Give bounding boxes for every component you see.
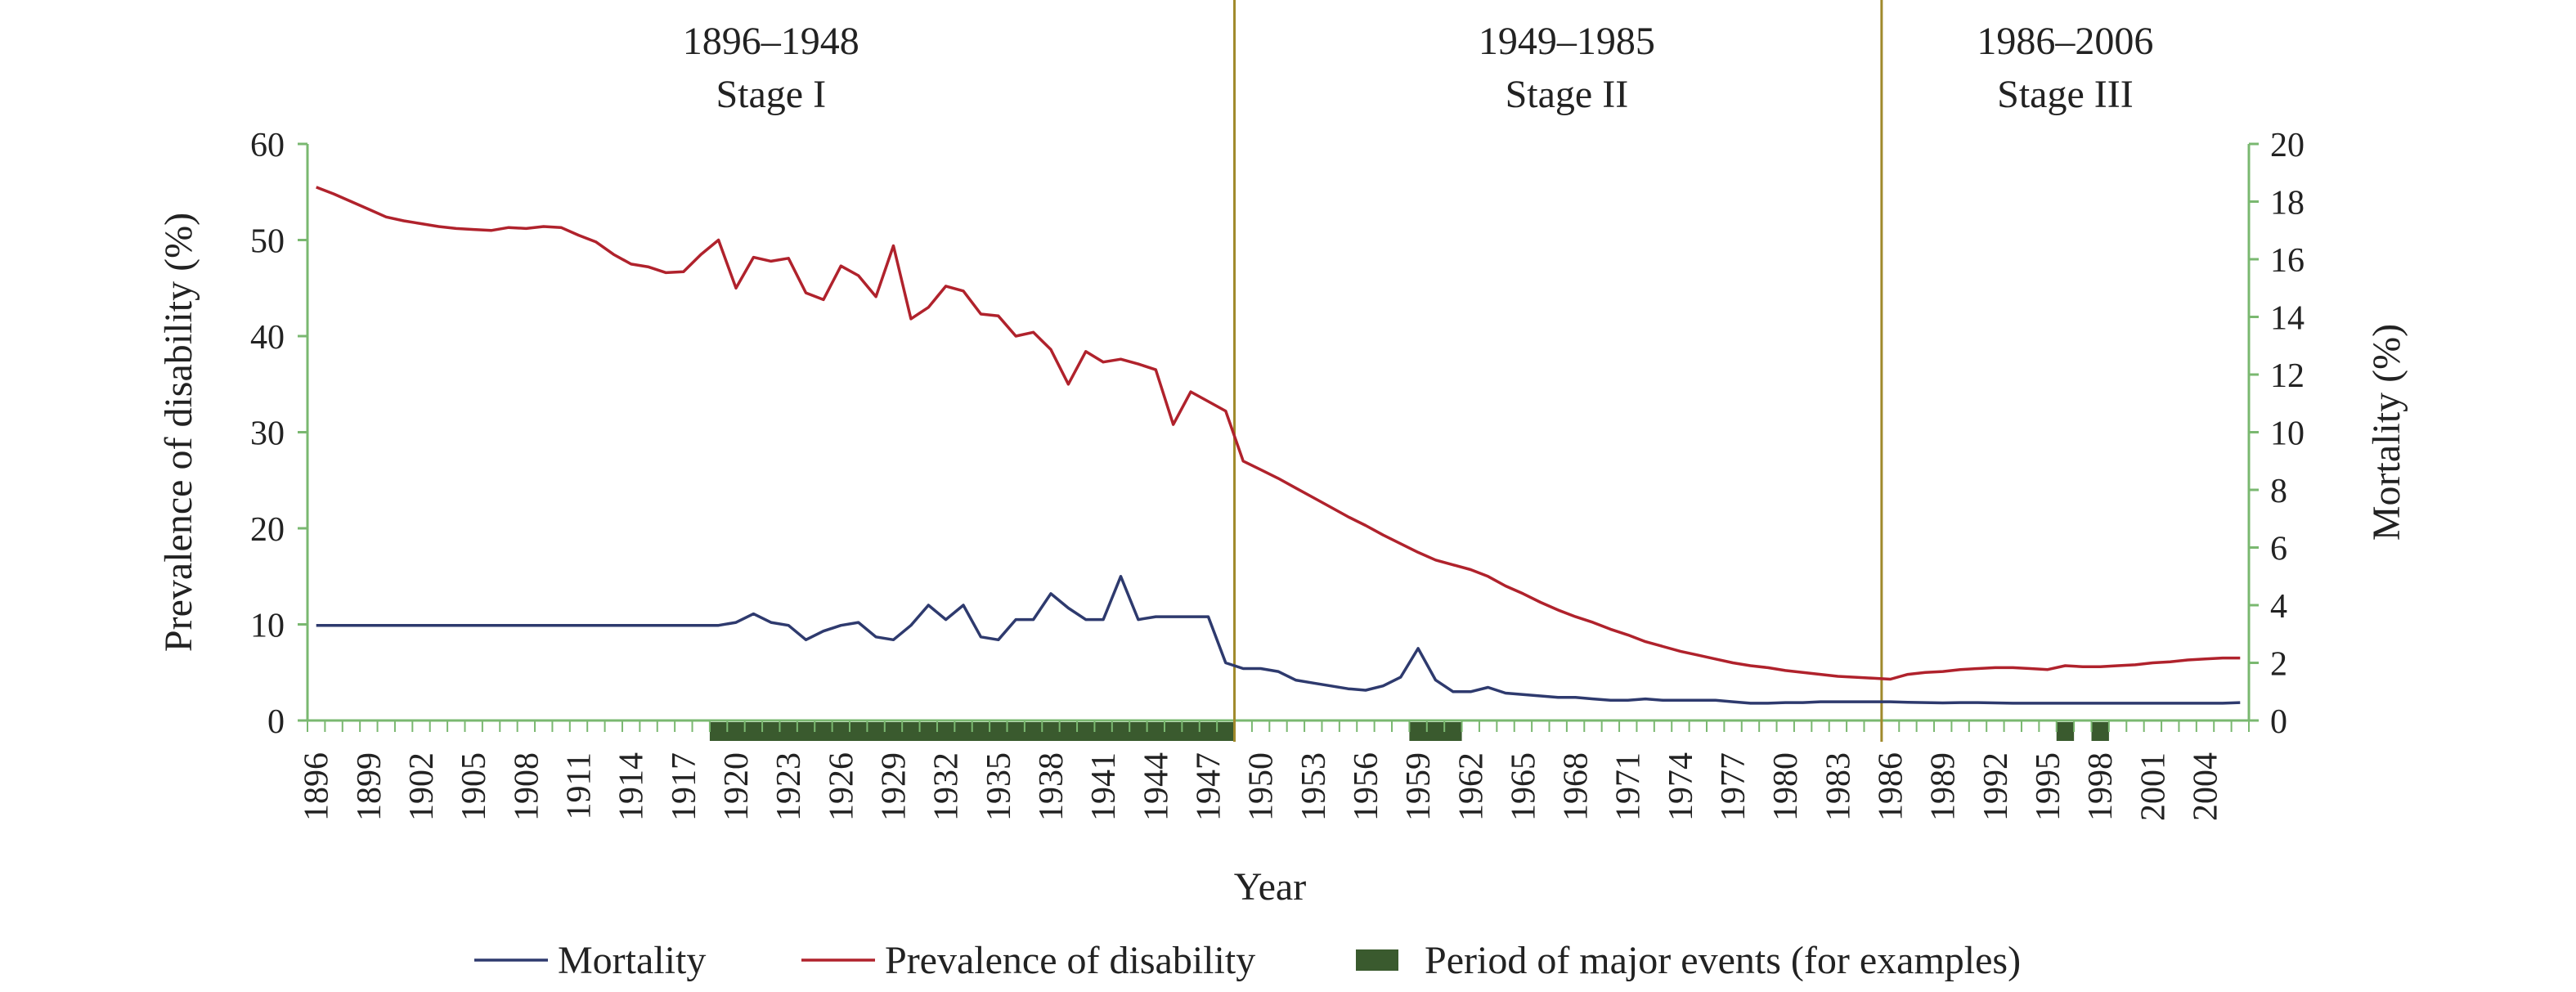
left-y-tick-label: 60 bbox=[250, 127, 285, 164]
x-tick-label: 1983 bbox=[1820, 752, 1857, 821]
major-event-bar bbox=[1409, 722, 1462, 741]
left-y-tick-label: 40 bbox=[250, 319, 285, 357]
x-tick-label: 1926 bbox=[823, 752, 860, 821]
legend-label: Prevalence of disability bbox=[885, 939, 1255, 982]
stage-name-label: Stage I bbox=[716, 73, 826, 116]
right-y-tick-label: 14 bbox=[2270, 300, 2304, 338]
x-tick-label: 1992 bbox=[1977, 752, 2015, 821]
x-tick-label: 1902 bbox=[403, 752, 441, 821]
left-y-tick-label: 50 bbox=[250, 223, 285, 261]
x-tick-label: 1959 bbox=[1400, 752, 1438, 821]
right-y-tick-label: 0 bbox=[2270, 703, 2287, 741]
x-tick-label: 2004 bbox=[2188, 752, 2225, 821]
x-tick-label: 1905 bbox=[456, 752, 493, 821]
x-tick-label: 1911 bbox=[561, 752, 599, 819]
stage-name-label: Stage II bbox=[1506, 73, 1629, 116]
right-y-tick-label: 8 bbox=[2270, 473, 2287, 510]
legend-label: Period of major events (for examples) bbox=[1425, 939, 2021, 982]
x-tick-label: 1986 bbox=[1873, 752, 1910, 821]
x-tick-label: 1950 bbox=[1243, 752, 1281, 821]
x-tick-label: 1896 bbox=[298, 752, 336, 821]
series-lines bbox=[316, 186, 2241, 705]
x-tick-label: 1977 bbox=[1715, 752, 1752, 821]
prevalence-line bbox=[316, 186, 2241, 681]
legend-swatch-bar bbox=[1356, 949, 1398, 971]
right-y-tick-label: 4 bbox=[2270, 588, 2287, 626]
x-tick-label: 1947 bbox=[1190, 752, 1227, 821]
x-tick-label: 1953 bbox=[1295, 752, 1333, 821]
stage-years-label: 1896–1948 bbox=[683, 20, 859, 63]
x-tick-label: 1941 bbox=[1085, 752, 1123, 821]
right-y-tick-label: 6 bbox=[2270, 531, 2287, 568]
left-y-tick-label: 30 bbox=[250, 415, 285, 453]
x-tick-label: 1995 bbox=[2030, 752, 2067, 821]
x-tick-label: 1968 bbox=[1558, 752, 1595, 821]
right-y-tick-label: 16 bbox=[2270, 242, 2304, 280]
x-tick-label: 1932 bbox=[928, 752, 966, 821]
right-y-axis-title: Mortality (%) bbox=[2365, 324, 2408, 541]
x-tick-label: 1962 bbox=[1452, 752, 1490, 821]
left-y-tick-label: 20 bbox=[250, 511, 285, 549]
x-tick-label: 1899 bbox=[351, 752, 388, 821]
x-tick-label: 1914 bbox=[613, 752, 651, 821]
x-tick-label: 1998 bbox=[2082, 752, 2120, 821]
major-event-bar bbox=[2056, 722, 2075, 741]
x-tick-label: 1908 bbox=[508, 752, 545, 821]
right-y-tick-label: 18 bbox=[2270, 185, 2304, 222]
right-y-tick-label: 20 bbox=[2270, 127, 2304, 164]
x-tick-label: 1989 bbox=[1925, 752, 1963, 821]
stage-name-label: Stage III bbox=[1997, 73, 2134, 116]
x-tick-label: 1965 bbox=[1505, 752, 1542, 821]
x-tick-label: 1935 bbox=[981, 752, 1018, 821]
x-tick-label: 1980 bbox=[1767, 752, 1805, 821]
x-axis-title: Year bbox=[1234, 865, 1306, 909]
legend: Mortality Prevalence of disability Period … bbox=[474, 939, 2021, 982]
x-tick-label: 1920 bbox=[718, 752, 756, 821]
major-event-bar bbox=[2091, 722, 2109, 741]
x-tick-label: 1923 bbox=[770, 752, 808, 821]
x-tick-label: 1929 bbox=[875, 752, 913, 821]
x-tick-label: 1971 bbox=[1610, 752, 1648, 821]
left-y-axis-title: Prevalence of disability (%) bbox=[157, 213, 200, 652]
axes: 0 10 20 30 40 50 60 0 2 4 6 8 10 12 14 16 18 20 1896 1899 19… bbox=[250, 127, 2304, 821]
legend-label: Mortality bbox=[558, 939, 706, 982]
x-tick-label: 1944 bbox=[1138, 752, 1175, 821]
x-tick-label: 1917 bbox=[666, 752, 703, 821]
right-y-tick-label: 12 bbox=[2270, 357, 2304, 395]
stage-labels: 1896–1948 Stage I 1949–1985 Stage II 1986–20… bbox=[683, 20, 2154, 116]
x-tick-label: 1938 bbox=[1033, 752, 1070, 821]
x-tick-label: 1974 bbox=[1663, 752, 1700, 821]
stage-dividers bbox=[1233, 0, 1883, 742]
x-tick-label: 1956 bbox=[1348, 752, 1385, 821]
left-y-tick-label: 0 bbox=[267, 703, 285, 741]
right-y-tick-label: 2 bbox=[2270, 646, 2287, 684]
mortality-line bbox=[316, 575, 2241, 705]
stage-years-label: 1986–2006 bbox=[1977, 20, 2153, 63]
x-tick-label: 2001 bbox=[2134, 752, 2172, 821]
left-y-tick-label: 10 bbox=[250, 608, 285, 645]
right-y-tick-label: 10 bbox=[2270, 415, 2304, 453]
stage-years-label: 1949–1985 bbox=[1479, 20, 1655, 63]
